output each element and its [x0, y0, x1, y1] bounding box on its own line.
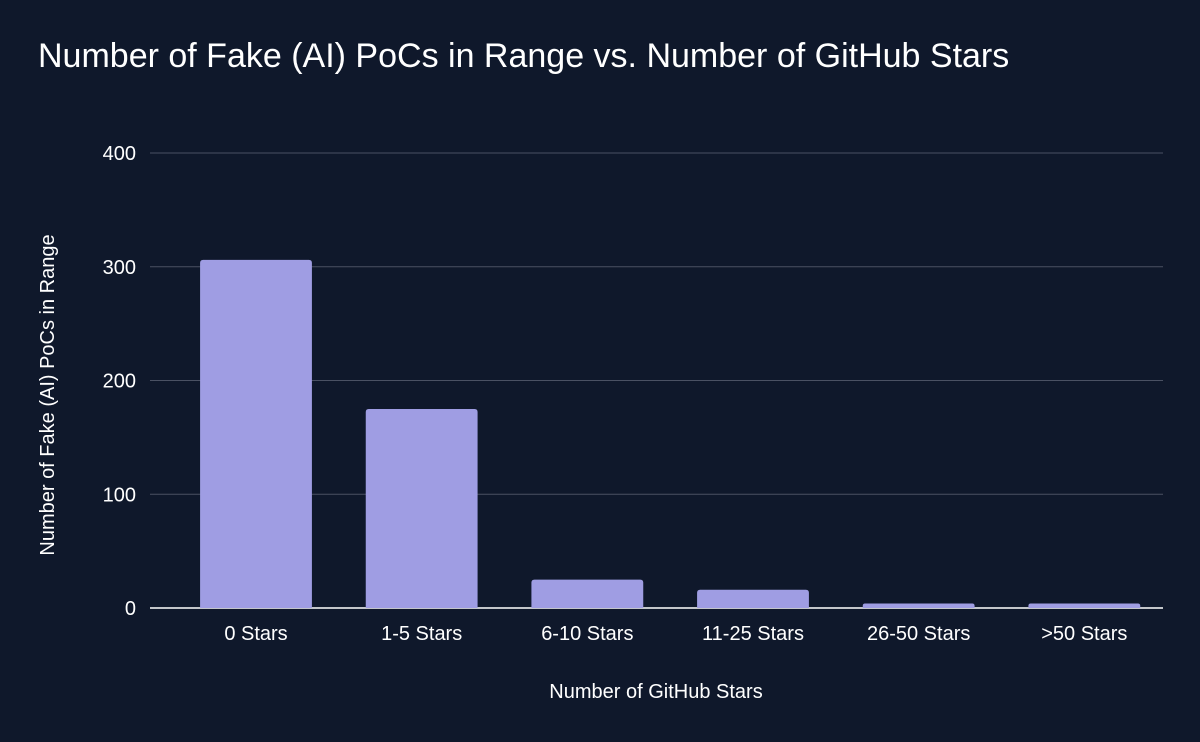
- bar: [200, 259, 312, 608]
- bar: [365, 408, 478, 608]
- x-tick-label: 1-5 Stars: [381, 623, 462, 645]
- bars: [200, 259, 1141, 608]
- bar: [697, 589, 809, 608]
- y-tick-label: 100: [103, 484, 136, 506]
- y-tick-label: 300: [103, 257, 136, 279]
- chart-title: Number of Fake (AI) PoCs in Range vs. Nu…: [38, 37, 1010, 75]
- x-tick-label: 0 Stars: [224, 623, 287, 645]
- bar: [1028, 603, 1141, 608]
- x-axis-title: Number of GitHub Stars: [549, 681, 762, 703]
- bar: [862, 603, 975, 608]
- y-axis-title: Number of Fake (AI) PoCs in Range: [37, 234, 59, 555]
- y-tick-label: 0: [125, 598, 136, 620]
- x-tick-label: 26-50 Stars: [867, 623, 970, 645]
- x-axis-ticks: 0 Stars 1-5 Stars 6-10 Stars 11-25 Stars 26-…: [224, 623, 1127, 645]
- x-tick-label: 11-25 Stars: [702, 623, 804, 645]
- y-tick-label: 200: [103, 371, 136, 393]
- y-tick-label: 400: [103, 143, 136, 165]
- x-tick-label: 6-10 Stars: [541, 623, 633, 645]
- gridlines: [150, 152, 1163, 609]
- bar: [531, 579, 644, 608]
- y-axis-ticks: 0 100 200 300 400: [103, 143, 136, 620]
- x-tick-label: >50 Stars: [1041, 623, 1127, 645]
